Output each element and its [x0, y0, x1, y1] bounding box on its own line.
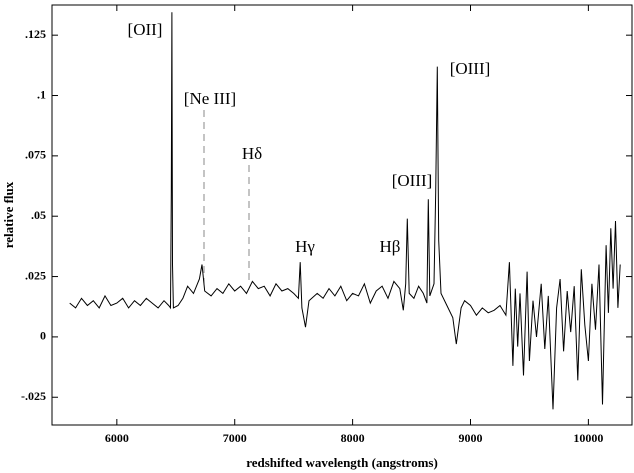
line-annotation: [OII] — [128, 20, 163, 39]
x-tick-label: 9000 — [458, 431, 482, 445]
x-tick-label: 8000 — [341, 431, 365, 445]
y-axis-label: relative flux — [1, 181, 16, 248]
y-tick-label: .075 — [25, 148, 46, 162]
line-annotation: [Ne III] — [184, 89, 236, 108]
x-axis-label: redshifted wavelength (angstroms) — [246, 455, 438, 470]
line-annotation: Hδ — [242, 144, 262, 163]
plot-frame — [51, 4, 633, 426]
y-tick-label: 0 — [40, 329, 46, 343]
line-annotation: [OIII] — [450, 59, 491, 78]
x-tick-label: 6000 — [105, 431, 129, 445]
y-tick-label: .025 — [25, 268, 46, 282]
line-annotation: Hβ — [380, 237, 401, 256]
y-tick-label: -.025 — [21, 389, 46, 403]
y-tick-label: .125 — [25, 27, 46, 41]
y-tick-label: .1 — [37, 87, 46, 101]
x-tick-label: 10000 — [573, 431, 603, 445]
spectrum-line — [69, 12, 621, 410]
line-annotation: Hγ — [295, 237, 315, 256]
line-annotation: [OIII] — [392, 171, 433, 190]
y-tick-label: .05 — [31, 208, 46, 222]
x-tick-label: 7000 — [223, 431, 247, 445]
